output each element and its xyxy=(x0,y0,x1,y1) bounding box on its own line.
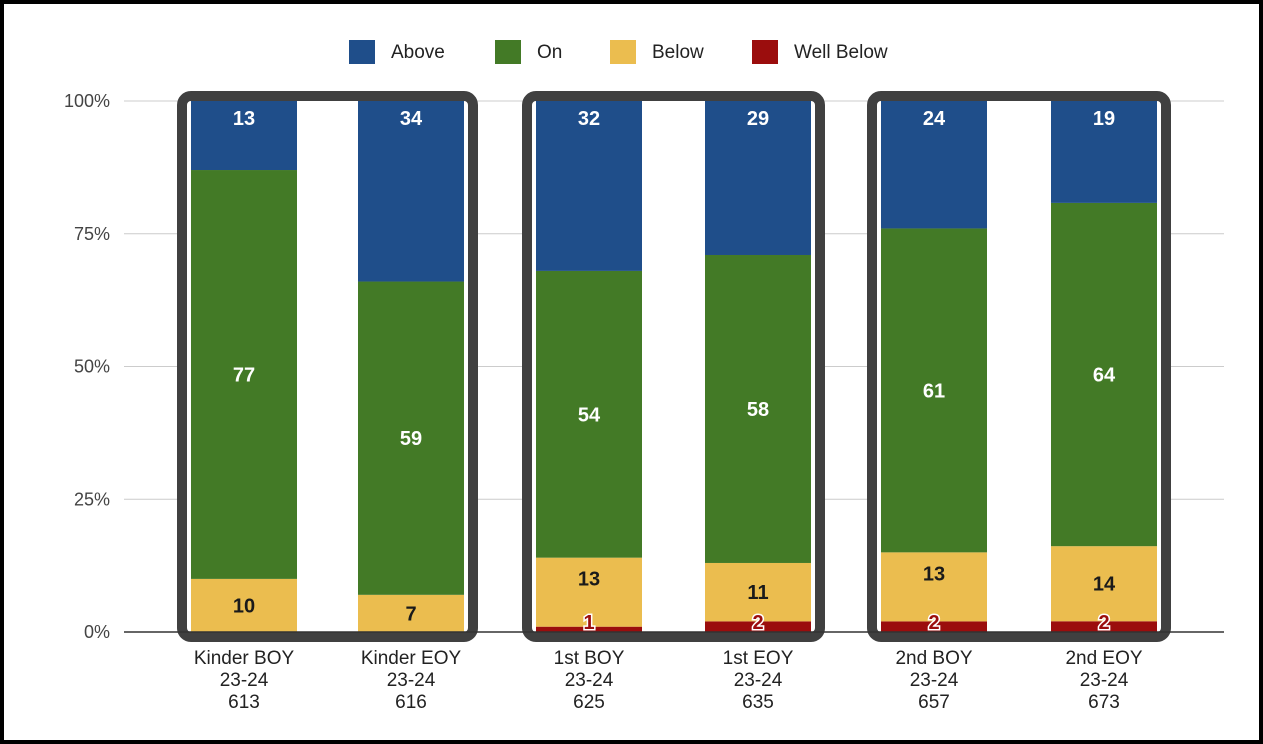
axes: 0%25%50%75%100%Kinder BOY 23-24 613Kinder … xyxy=(64,91,1224,713)
bar-segment-above xyxy=(358,101,464,282)
legend-swatch-on xyxy=(495,40,521,64)
data-label: 24 xyxy=(923,108,946,130)
x-tick-label-line: Kinder BOY xyxy=(194,648,295,669)
bar-segment-above xyxy=(536,101,642,271)
bar-segment-well-below xyxy=(1051,621,1157,632)
legend-item-above: Above xyxy=(349,40,445,64)
data-label: 19 xyxy=(1093,108,1115,130)
y-tick-label: 50% xyxy=(74,357,110,377)
x-tick-label-line: 23-24 xyxy=(220,670,269,691)
data-label: 13 xyxy=(923,563,945,585)
x-tick-label: 1st EOY 23-24 635 xyxy=(723,648,794,713)
bar-segment-below xyxy=(881,552,987,622)
x-tick-label: Kinder EOY 23-24 616 xyxy=(361,648,462,713)
x-tick-label-line: 2nd EOY xyxy=(1065,648,1142,669)
bar-segment-well-below xyxy=(881,621,987,632)
x-tick-label-line: 23-24 xyxy=(565,670,614,691)
data-label: 13 xyxy=(233,108,255,130)
data-label: 14 xyxy=(1093,574,1116,596)
data-label: 2 xyxy=(928,612,939,634)
bar-segment-on xyxy=(881,228,987,553)
data-label: 59 xyxy=(400,428,422,450)
y-tick-label: 25% xyxy=(74,489,110,509)
bar-segment-on xyxy=(1051,202,1157,547)
data-label: 11 xyxy=(747,582,768,604)
data-label: 1 xyxy=(583,612,594,634)
data-label: 34 xyxy=(400,108,423,130)
legend-item-below: Below xyxy=(610,40,704,64)
bar-segment-above xyxy=(881,101,987,229)
legend-label-well-below: Well Below xyxy=(794,42,888,63)
x-tick-label-line: 23-24 xyxy=(910,670,959,691)
data-label: 10 xyxy=(233,595,255,617)
x-tick-label-line: Kinder EOY xyxy=(361,648,462,669)
data-label: 58 xyxy=(747,399,769,421)
x-tick-label: 2nd BOY 23-24 657 xyxy=(895,648,972,713)
bar-segment-below xyxy=(536,557,642,627)
legend-swatch-above xyxy=(349,40,375,64)
legend-item-well-below: Well Below xyxy=(752,40,888,64)
y-tick-label: 75% xyxy=(74,224,110,244)
bar-segment-above xyxy=(191,101,297,171)
data-label: 7 xyxy=(405,603,416,625)
legend-label-above: Above xyxy=(391,42,445,63)
bar-segment-on xyxy=(705,254,811,563)
y-tick-label: 0% xyxy=(84,622,110,642)
data-label: 77 xyxy=(233,364,255,386)
bar-segment-on xyxy=(536,270,642,558)
x-tick-label-line: 2nd BOY xyxy=(895,648,972,669)
group-frames xyxy=(177,91,1171,642)
x-tick-label: Kinder BOY 23-24 613 xyxy=(194,648,295,713)
x-tick-label-line: 23-24 xyxy=(734,670,783,691)
x-tick-label-line: 1st BOY xyxy=(554,648,625,669)
x-tick-label-line: 625 xyxy=(573,692,605,713)
x-tick-label-line: 613 xyxy=(228,692,260,713)
legend-label-below: Below xyxy=(652,42,704,63)
data-label: 2 xyxy=(752,612,763,634)
bar-segment-well-below xyxy=(536,626,642,632)
legend-swatch-well-below xyxy=(752,40,778,64)
x-tick-label: 1st BOY 23-24 625 xyxy=(554,648,625,713)
bar-segment-below xyxy=(1051,546,1157,622)
data-labels: 10 77 13 7 59 34 1 13 54 32 2 11 58 29 2 13 61 24 2 14 64 19 xyxy=(233,108,1116,636)
bar-segment-above xyxy=(705,101,811,255)
legend-item-on: On xyxy=(495,40,562,64)
bar-segment-well-below xyxy=(705,621,811,632)
data-label: 32 xyxy=(578,108,600,130)
bars xyxy=(191,101,1157,632)
y-tick-label: 100% xyxy=(64,91,110,111)
bar-segment-above xyxy=(1051,101,1157,203)
bar-segment-below xyxy=(358,594,464,632)
data-label: 64 xyxy=(1093,365,1116,387)
legend-swatch-below xyxy=(610,40,636,64)
bar-segment-below xyxy=(191,578,297,632)
bar-segment-on xyxy=(191,170,297,579)
legend: Above On Below Well Below xyxy=(349,40,888,64)
x-tick-label-line: 1st EOY xyxy=(723,648,794,669)
data-label: 61 xyxy=(923,380,945,402)
x-tick-label: 2nd EOY 23-24 673 xyxy=(1065,648,1142,713)
x-tick-label-line: 657 xyxy=(918,692,950,713)
data-label: 2 xyxy=(1098,612,1109,634)
bar-segment-below xyxy=(705,562,811,622)
x-tick-label-line: 673 xyxy=(1088,692,1120,713)
x-tick-label-line: 616 xyxy=(395,692,427,713)
bar-segment-on xyxy=(358,281,464,595)
data-label: 54 xyxy=(578,404,601,426)
data-label: 29 xyxy=(747,108,769,130)
x-tick-label-line: 635 xyxy=(742,692,774,713)
data-label: 13 xyxy=(578,569,600,591)
x-tick-label-line: 23-24 xyxy=(387,670,436,691)
x-tick-label-line: 23-24 xyxy=(1080,670,1129,691)
legend-label-on: On xyxy=(537,42,562,63)
